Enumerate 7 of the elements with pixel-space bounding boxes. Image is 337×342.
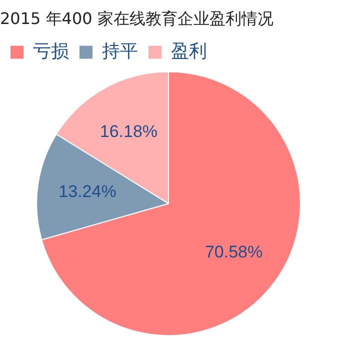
data-label: 16.18% — [100, 122, 158, 141]
legend-label: 盈利 — [171, 40, 207, 62]
chart-title: 2015 年400 家在线教育企业盈利情况 — [0, 8, 274, 28]
data-label: 70.58% — [204, 242, 263, 262]
data-label: 13.24% — [58, 182, 116, 202]
legend-label: 亏损 — [33, 40, 69, 62]
legend-label: 持平 — [102, 40, 138, 62]
